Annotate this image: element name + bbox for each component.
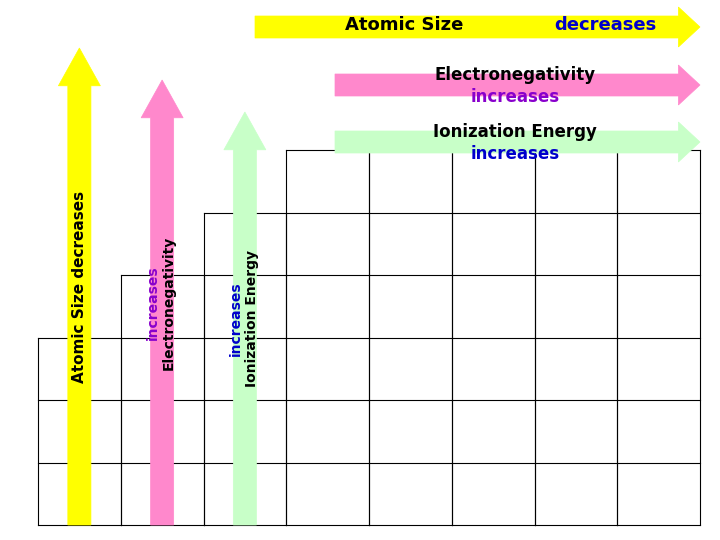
FancyArrow shape: [141, 80, 183, 525]
Text: increases: increases: [146, 265, 160, 340]
Text: increases: increases: [229, 281, 243, 356]
Text: Ionization Energy: Ionization Energy: [433, 123, 597, 141]
Text: Ionization Energy: Ionization Energy: [245, 250, 259, 387]
Text: Atomic Size decreases: Atomic Size decreases: [72, 191, 87, 382]
Text: Electronegativity: Electronegativity: [162, 235, 176, 369]
Text: increases: increases: [470, 88, 559, 106]
FancyArrow shape: [58, 48, 100, 525]
Text: Electronegativity: Electronegativity: [434, 66, 595, 84]
Text: decreases: decreases: [554, 16, 656, 34]
FancyArrow shape: [335, 65, 700, 105]
Text: Atomic Size: Atomic Size: [346, 16, 470, 34]
FancyArrow shape: [335, 122, 700, 162]
FancyArrow shape: [224, 112, 266, 525]
FancyArrow shape: [255, 7, 700, 47]
Text: increases: increases: [470, 145, 559, 163]
